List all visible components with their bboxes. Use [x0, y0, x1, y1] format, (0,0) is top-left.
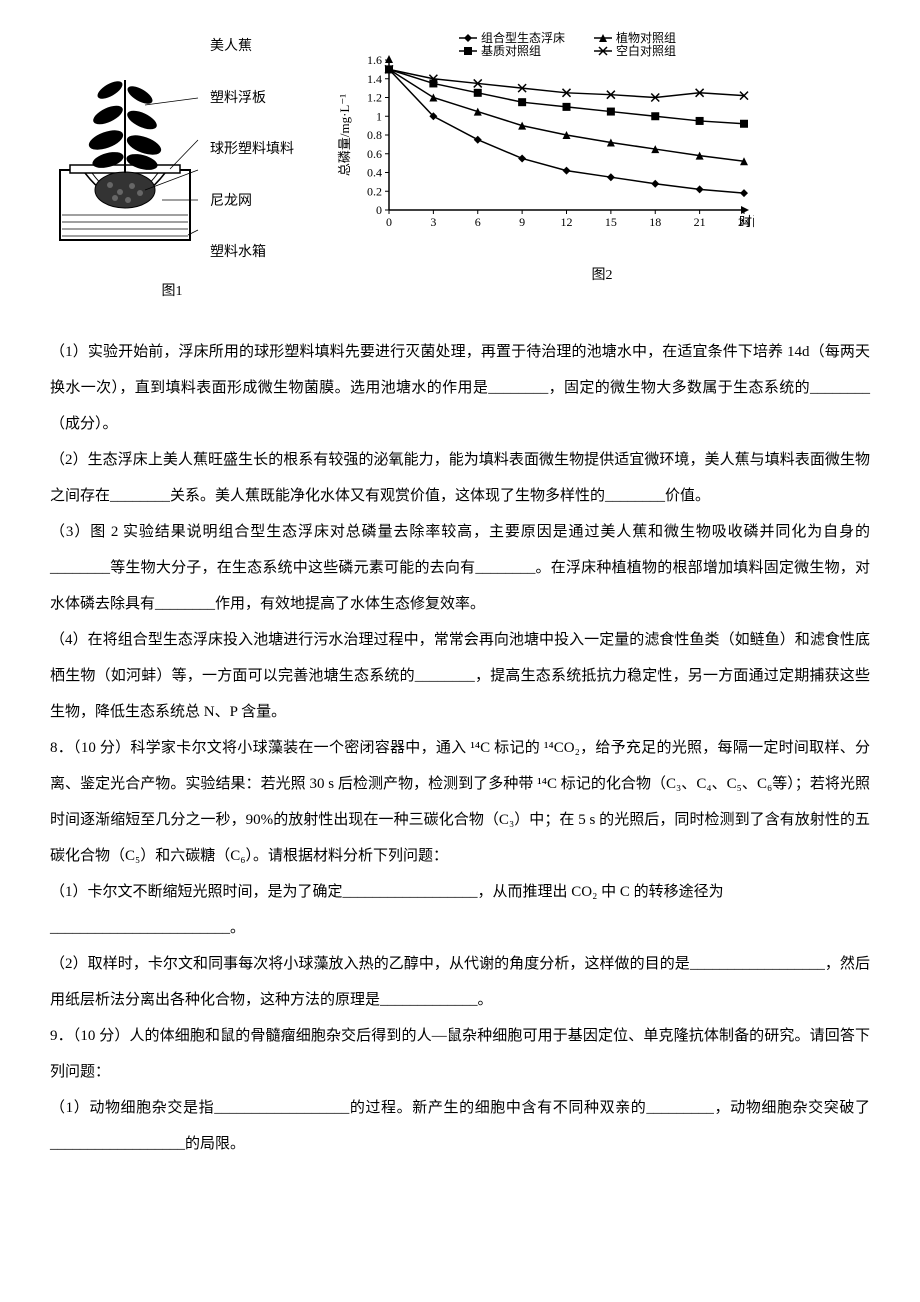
- q8-intro: 8．（10 分）科学家卡尔文将小球藻装在一个密闭容器中，通入 ¹⁴C 标记的 ¹…: [50, 730, 870, 874]
- svg-text:12: 12: [561, 215, 573, 229]
- svg-text:6: 6: [475, 215, 481, 229]
- svg-text:3: 3: [430, 215, 436, 229]
- label-plant: 美人蕉: [210, 30, 294, 64]
- svg-text:时间/d: 时间/d: [739, 214, 754, 229]
- svg-text:21: 21: [694, 215, 706, 229]
- label-net: 尼龙网: [210, 185, 294, 219]
- q3: （3）图 2 实验结果说明组合型生态浮床对总磷量去除率较高，主要原因是通过美人蕉…: [50, 514, 870, 622]
- label-filler: 球形塑料填料: [210, 133, 294, 167]
- svg-text:基质对照组: 基质对照组: [481, 44, 541, 58]
- svg-text:9: 9: [519, 215, 525, 229]
- figure1-labels: 美人蕉 塑料浮板 球形塑料填料 尼龙网 塑料水箱: [210, 30, 294, 270]
- svg-text:15: 15: [605, 215, 617, 229]
- q2: （2）生态浮床上美人蕉旺盛生长的根系有较强的泌氧能力，能为填料表面微生物提供适宜…: [50, 442, 870, 514]
- q9-intro: 9．（10 分）人的体细胞和鼠的骨髓瘤细胞杂交后得到的人—鼠杂种细胞可用于基因定…: [50, 1018, 870, 1090]
- figure1-caption: 图1: [50, 275, 294, 309]
- figure2-caption: 图2: [334, 259, 870, 293]
- svg-text:总磷量/mg·L⁻¹: 总磷量/mg·L⁻¹: [337, 94, 352, 176]
- svg-text:1.2: 1.2: [367, 91, 382, 105]
- svg-text:0.2: 0.2: [367, 184, 382, 198]
- svg-text:1: 1: [376, 109, 382, 123]
- svg-text:0.4: 0.4: [367, 166, 382, 180]
- q4: （4）在将组合型生态浮床投入池塘进行污水治理过程中，常常会再向池塘中投入一定量的…: [50, 622, 870, 730]
- svg-text:0.8: 0.8: [367, 128, 382, 142]
- svg-text:18: 18: [649, 215, 661, 229]
- figure2-chart: 0369121518212400.20.40.60.811.21.41.6总磷量…: [334, 30, 754, 240]
- figure2: 0369121518212400.20.40.60.811.21.41.6总磷量…: [334, 30, 870, 293]
- page-content: （1）实验开始前，浮床所用的球形塑料填料先要进行灭菌处理，再置于待治理的池塘水中…: [50, 334, 870, 1162]
- svg-text:1.4: 1.4: [367, 72, 382, 86]
- figures-row: 美人蕉 塑料浮板 球形塑料填料 尼龙网 塑料水箱 图1 0 3 6 9 12 15 18 21…: [50, 30, 870, 309]
- q9-1: （1）动物细胞杂交是指__________________的过程。新产生的细胞中…: [50, 1090, 870, 1162]
- svg-text:0: 0: [386, 215, 392, 229]
- figure1: 美人蕉 塑料浮板 球形塑料填料 尼龙网 塑料水箱: [50, 30, 294, 270]
- label-board: 塑料浮板: [210, 82, 294, 116]
- svg-text:1.6: 1.6: [367, 53, 382, 67]
- figure1-diagram: [50, 50, 200, 250]
- svg-text:0: 0: [376, 203, 382, 217]
- svg-text:植物对照组: 植物对照组: [616, 30, 676, 45]
- q8-2: （2）取样时，卡尔文和同事每次将小球藻放入热的乙醇中，从代谢的角度分析，这样做的…: [50, 946, 870, 1018]
- svg-text:空白对照组: 空白对照组: [616, 43, 676, 58]
- q8-1: （1）卡尔文不断缩短光照时间，是为了确定__________________，从…: [50, 874, 870, 910]
- label-box: 塑料水箱: [210, 236, 294, 270]
- svg-text:0.6: 0.6: [367, 147, 382, 161]
- q1: （1）实验开始前，浮床所用的球形塑料填料先要进行灭菌处理，再置于待治理的池塘水中…: [50, 334, 870, 442]
- svg-text:组合型生态浮床: 组合型生态浮床: [481, 30, 565, 45]
- figure1-container: 美人蕉 塑料浮板 球形塑料填料 尼龙网 塑料水箱 图1: [50, 30, 294, 309]
- q8-1-end: ________________________。: [50, 910, 870, 946]
